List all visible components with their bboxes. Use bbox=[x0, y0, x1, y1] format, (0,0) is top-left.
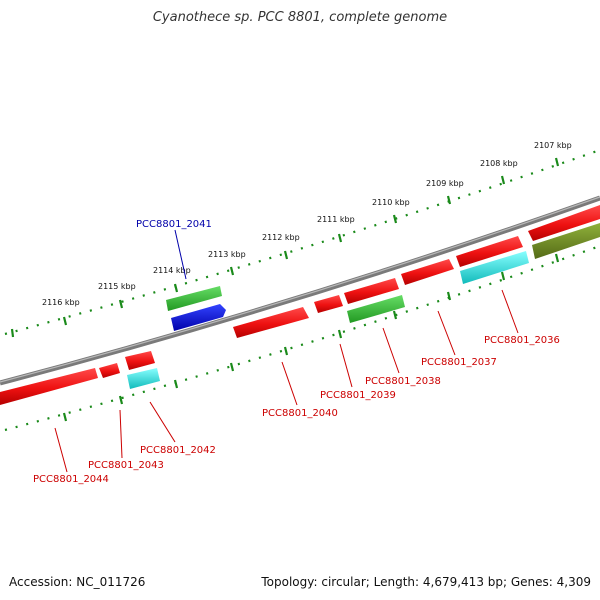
page-title: Cyanothece sp. PCC 8801, complete genome bbox=[152, 10, 448, 25]
major-tick bbox=[392, 214, 398, 224]
leader-2039 bbox=[339, 343, 353, 388]
gene-arrow-2039[interactable] bbox=[314, 295, 343, 313]
gene-label-2042[interactable]: PCC8801_2042 bbox=[140, 445, 216, 456]
major-tick bbox=[283, 250, 289, 260]
gene-arrow-2040[interactable] bbox=[233, 307, 309, 338]
gene-label-2037[interactable]: PCC8801_2037 bbox=[421, 357, 497, 368]
major-tick bbox=[118, 395, 124, 405]
major-tick bbox=[337, 329, 343, 339]
blue-gene-2041[interactable] bbox=[171, 304, 226, 331]
olive-feature-2035[interactable] bbox=[532, 223, 600, 259]
tick-label-2113: 2113 kbp bbox=[208, 250, 246, 259]
green-feature-2041[interactable] bbox=[166, 286, 222, 311]
gene-arrow-2036[interactable] bbox=[456, 236, 523, 267]
major-tick bbox=[500, 271, 506, 281]
tick-label-2115: 2115 kbp bbox=[98, 282, 136, 291]
major-tick bbox=[446, 195, 452, 205]
green-feature-2038[interactable] bbox=[347, 295, 405, 323]
outer-feature-track bbox=[166, 286, 226, 331]
gene-label-2043[interactable]: PCC8801_2043 bbox=[88, 460, 164, 471]
gene-labels: PCC8801_2041 PCC8801_2036 PCC8801_2037 P… bbox=[33, 219, 560, 485]
major-tick bbox=[229, 266, 235, 276]
major-tick bbox=[173, 379, 179, 389]
major-tick bbox=[392, 310, 398, 320]
leader-2038 bbox=[382, 327, 400, 374]
gene-arrow-2044[interactable] bbox=[0, 368, 98, 405]
major-tick bbox=[10, 328, 15, 338]
leader-2036 bbox=[501, 289, 519, 334]
major-tick bbox=[554, 157, 560, 167]
major-tick bbox=[62, 316, 68, 326]
tick-label-2109: 2109 kbp bbox=[426, 179, 464, 188]
gene-label-2039[interactable]: PCC8801_2039 bbox=[320, 390, 396, 401]
major-tick bbox=[500, 175, 506, 185]
lower-major-ticks bbox=[62, 253, 560, 422]
inner-feature-track bbox=[127, 223, 600, 389]
gene-label-2040[interactable]: PCC8801_2040 bbox=[262, 408, 338, 419]
major-tick bbox=[229, 362, 235, 372]
tick-label-2111: 2111 kbp bbox=[317, 215, 355, 224]
upper-major-ticks bbox=[10, 157, 560, 338]
leader-2037 bbox=[437, 310, 456, 356]
gene-label-2036[interactable]: PCC8801_2036 bbox=[484, 335, 560, 346]
gene-arrow-2037[interactable] bbox=[401, 259, 454, 285]
major-tick bbox=[337, 233, 343, 243]
tick-label-2112: 2112 kbp bbox=[262, 233, 300, 242]
tick-label-2108: 2108 kbp bbox=[480, 159, 518, 168]
gene-label-2038[interactable]: PCC8801_2038 bbox=[365, 376, 441, 387]
gene-label-2041[interactable]: PCC8801_2041 bbox=[136, 219, 212, 230]
gene-arrow-2043[interactable] bbox=[99, 363, 120, 378]
label-leaders bbox=[54, 229, 519, 473]
gene-arrow-2035[interactable] bbox=[528, 205, 600, 241]
scale-labels: 2107 kbp 2108 kbp 2109 kbp 2110 kbp 2111… bbox=[42, 141, 572, 307]
genome-line-highlight bbox=[0, 196, 600, 383]
gene-arrows bbox=[0, 205, 600, 405]
tick-label-2110: 2110 kbp bbox=[372, 198, 410, 207]
accession-label: Accession: NC_011726 bbox=[9, 575, 146, 589]
major-tick bbox=[118, 299, 124, 309]
leader-2041 bbox=[174, 229, 187, 280]
gene-arrow-2038[interactable] bbox=[344, 278, 399, 304]
tick-label-2116: 2116 kbp bbox=[42, 298, 80, 307]
genome-summary: Topology: circular; Length: 4,679,413 bp… bbox=[261, 575, 591, 589]
leader-2042 bbox=[149, 401, 176, 443]
cyan-feature-2036[interactable] bbox=[460, 251, 529, 284]
gene-arrow-2042[interactable] bbox=[125, 351, 155, 370]
major-tick bbox=[173, 283, 179, 293]
leader-2040 bbox=[281, 361, 298, 406]
major-tick bbox=[446, 291, 452, 301]
major-tick bbox=[62, 412, 68, 422]
cyan-feature-2042[interactable] bbox=[127, 368, 160, 389]
leader-2043 bbox=[119, 409, 123, 459]
major-tick bbox=[554, 253, 560, 263]
major-tick bbox=[283, 346, 289, 356]
gene-label-2044[interactable]: PCC8801_2044 bbox=[33, 474, 109, 485]
tick-label-2114: 2114 kbp bbox=[153, 266, 191, 275]
leader-2044 bbox=[54, 427, 68, 473]
tick-label-2107: 2107 kbp bbox=[534, 141, 572, 150]
upper-scale-track bbox=[4, 148, 600, 336]
genome-line bbox=[0, 195, 600, 386]
lower-scale-track bbox=[4, 244, 600, 432]
